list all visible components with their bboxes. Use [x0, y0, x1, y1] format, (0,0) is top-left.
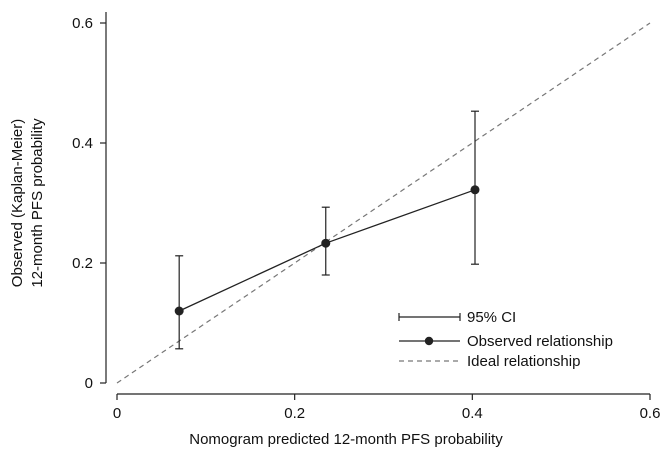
- axes: 0 0.2 0.4 0.6 0 0.2 0.4 0.6: [72, 12, 660, 422]
- y-tick-label: 0.4: [72, 135, 93, 152]
- observed-series-layer: [174, 110, 480, 350]
- legend-item-observed: Observed relationship: [399, 333, 613, 350]
- x-tick-label: 0.6: [640, 405, 661, 422]
- observed-point: [174, 306, 184, 316]
- legend: 95% CI Observed relationship Ideal relat…: [381, 301, 654, 385]
- x-tick-label: 0.4: [462, 405, 483, 422]
- y-axis-title-line-1: Observed (Kaplan-Meier): [9, 119, 26, 287]
- ideal-line-layer: [116, 22, 651, 384]
- observed-point: [470, 185, 480, 195]
- x-axis-title: Nomogram predicted 12-month PFS probabil…: [189, 431, 503, 448]
- legend-label-observed: Observed relationship: [467, 333, 613, 350]
- legend-label-ideal: Ideal relationship: [467, 353, 580, 370]
- legend-label-ci: 95% CI: [467, 309, 516, 326]
- y-axis-title-line-2: 12-month PFS probability: [29, 118, 46, 288]
- ideal-relationship-line: [116, 22, 651, 384]
- observed-relationship-line: [178, 189, 476, 312]
- observed-point: [321, 238, 331, 248]
- y-tick-label: 0.6: [72, 15, 93, 32]
- x-tick-label: 0.2: [284, 405, 305, 422]
- legend-observed-marker: [424, 336, 434, 346]
- legend-item-ci: 95% CI: [398, 309, 516, 326]
- y-tick-label: 0.2: [72, 255, 93, 272]
- legend-item-ideal: Ideal relationship: [399, 353, 580, 370]
- y-tick-label: 0: [85, 375, 93, 392]
- x-tick-label: 0: [113, 405, 121, 422]
